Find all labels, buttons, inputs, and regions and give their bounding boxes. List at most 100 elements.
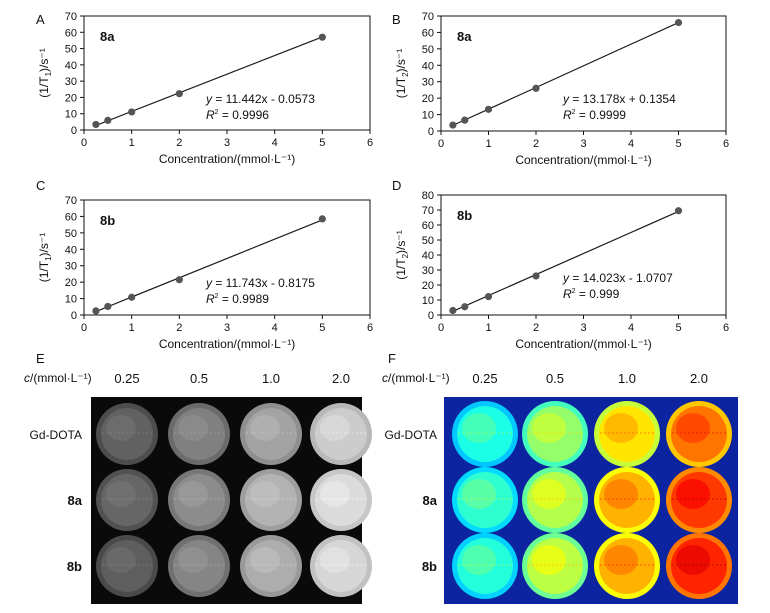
y-tick-label: 30: [422, 77, 434, 89]
x-tick-label: 0: [81, 137, 87, 149]
r-superscript: 2: [215, 109, 219, 116]
y-tick-label: 50: [422, 235, 434, 247]
y-axis-label-part: (1/T: [394, 258, 408, 280]
panel-b: B0 1 2 3 4 5 6010203040506070Concentration/(mm…: [392, 11, 729, 167]
column-label: 0.25: [472, 371, 497, 386]
phantom-highlight: [106, 547, 136, 573]
data-point: [674, 18, 683, 27]
row-label: 8a: [68, 493, 83, 508]
data-point: [175, 90, 183, 98]
phantom-highlight: [676, 545, 710, 575]
y-axis-label-part: )/s⁻¹: [394, 230, 408, 254]
y-tick-label: 40: [422, 250, 434, 262]
phantom-highlight: [604, 413, 638, 443]
x-tick-label: 0: [438, 138, 444, 150]
phantom-highlight: [532, 545, 566, 575]
r-symbol: R: [206, 108, 215, 122]
concentration-label: c/(mmol·L⁻¹): [382, 371, 450, 385]
data-point: [92, 307, 100, 315]
y-tick-label: 10: [65, 109, 77, 121]
data-point: [461, 116, 469, 124]
phantom-highlight: [604, 545, 638, 575]
x-tick-label: 5: [319, 137, 325, 149]
fit-equation: y = 14.023x - 1.0707: [562, 271, 673, 285]
data-point: [449, 306, 457, 315]
column-label: 0.25: [114, 371, 139, 386]
x-tick-label: 3: [224, 322, 230, 334]
panel-d: D0 1 2 3 4 5 601020304050607080Concentration/(…: [392, 178, 729, 351]
equation-value: = 11.442x - 0.0573: [215, 92, 315, 106]
data-point: [128, 108, 136, 116]
phantom-highlight: [320, 547, 350, 573]
data-point: [484, 105, 493, 113]
data-point: [318, 33, 326, 41]
y-axis-label-subscript: 2: [401, 72, 410, 77]
x-tick-label: 2: [176, 137, 182, 149]
phantom-highlight: [178, 547, 208, 573]
x-tick-label: 4: [628, 322, 634, 334]
data-point: [449, 121, 457, 129]
y-tick-label: 40: [65, 60, 77, 72]
y-tick-label: 70: [422, 11, 434, 23]
r-symbol: R: [563, 108, 572, 122]
x-tick-label: 1: [129, 137, 135, 149]
y-tick-label: 40: [422, 60, 434, 72]
compound-label: 8b: [100, 213, 115, 228]
phantom-highlight: [250, 547, 280, 573]
phantom-highlight: [462, 545, 496, 575]
y-tick-label: 40: [65, 244, 77, 256]
fit-equation: y = 13.178x + 0.1354: [562, 92, 676, 106]
concentration-symbol: c: [382, 371, 388, 385]
panel-e: Ec/(mmol·L⁻¹) 0.25 0.5 1.0 2.0 Gd-DOTA 8a 8b: [24, 351, 372, 604]
y-tick-label: 80: [422, 190, 434, 202]
compound-label: 8b: [457, 208, 472, 223]
y-axis-label-part: (1/T: [37, 76, 51, 98]
equation-y-symbol: y: [562, 271, 572, 285]
y-tick-label: 60: [422, 220, 434, 232]
x-axis-label: Concentration/(mmol·L⁻¹): [515, 337, 651, 351]
concentration-symbol: c: [24, 371, 30, 385]
x-tick-label: 2: [176, 322, 182, 334]
x-tick-label: 6: [367, 322, 373, 334]
compound-label: 8a: [457, 29, 472, 44]
y-tick-label: 30: [422, 265, 434, 277]
panel-letter: C: [36, 178, 45, 193]
compound-label: 8a: [100, 29, 115, 44]
data-point: [175, 276, 183, 284]
r-symbol: R: [206, 292, 215, 306]
y-tick-label: 10: [422, 295, 434, 307]
x-axis-label: Concentration/(mmol·L⁻¹): [159, 152, 295, 166]
r-superscript: 2: [572, 288, 576, 295]
y-tick-label: 10: [65, 294, 77, 306]
equation-y-symbol: y: [562, 92, 572, 106]
phantom-highlight: [604, 479, 638, 509]
phantom-highlight: [462, 413, 496, 443]
x-tick-label: 4: [272, 322, 278, 334]
data-point: [484, 292, 493, 301]
data-point: [461, 303, 469, 311]
y-tick-label: 0: [428, 126, 434, 138]
y-axis-label-part: (1/T: [37, 260, 51, 282]
x-tick-label: 2: [533, 322, 539, 334]
x-tick-label: 6: [723, 138, 729, 150]
panel-a: A0 1 2 3 4 5 6010203040506070Concentration/(mm…: [36, 11, 373, 166]
y-tick-label: 60: [65, 27, 77, 39]
y-axis-label: (1/T1)/s⁻¹: [37, 233, 53, 282]
x-axis-label: Concentration/(mmol·L⁻¹): [515, 153, 651, 167]
phantom-highlight: [532, 479, 566, 509]
y-tick-label: 60: [422, 27, 434, 39]
y-tick-label: 20: [65, 92, 77, 104]
data-point: [532, 84, 540, 92]
column-label: 0.5: [190, 371, 208, 386]
equation-value: = 14.023x - 1.0707: [572, 271, 673, 285]
phantom-highlight: [250, 415, 280, 441]
data-point: [128, 293, 136, 301]
r-squared: R2 = 0.9989: [206, 292, 269, 306]
row-label: 8b: [67, 559, 82, 574]
r-squared-value: = 0.999: [576, 287, 620, 301]
x-tick-label: 3: [580, 322, 586, 334]
y-tick-label: 50: [65, 228, 77, 240]
y-axis-label: (1/T2)/s⁻¹: [394, 49, 410, 98]
phantom-highlight: [676, 413, 710, 443]
concentration-unit: /(mmol·L⁻¹): [30, 371, 92, 385]
